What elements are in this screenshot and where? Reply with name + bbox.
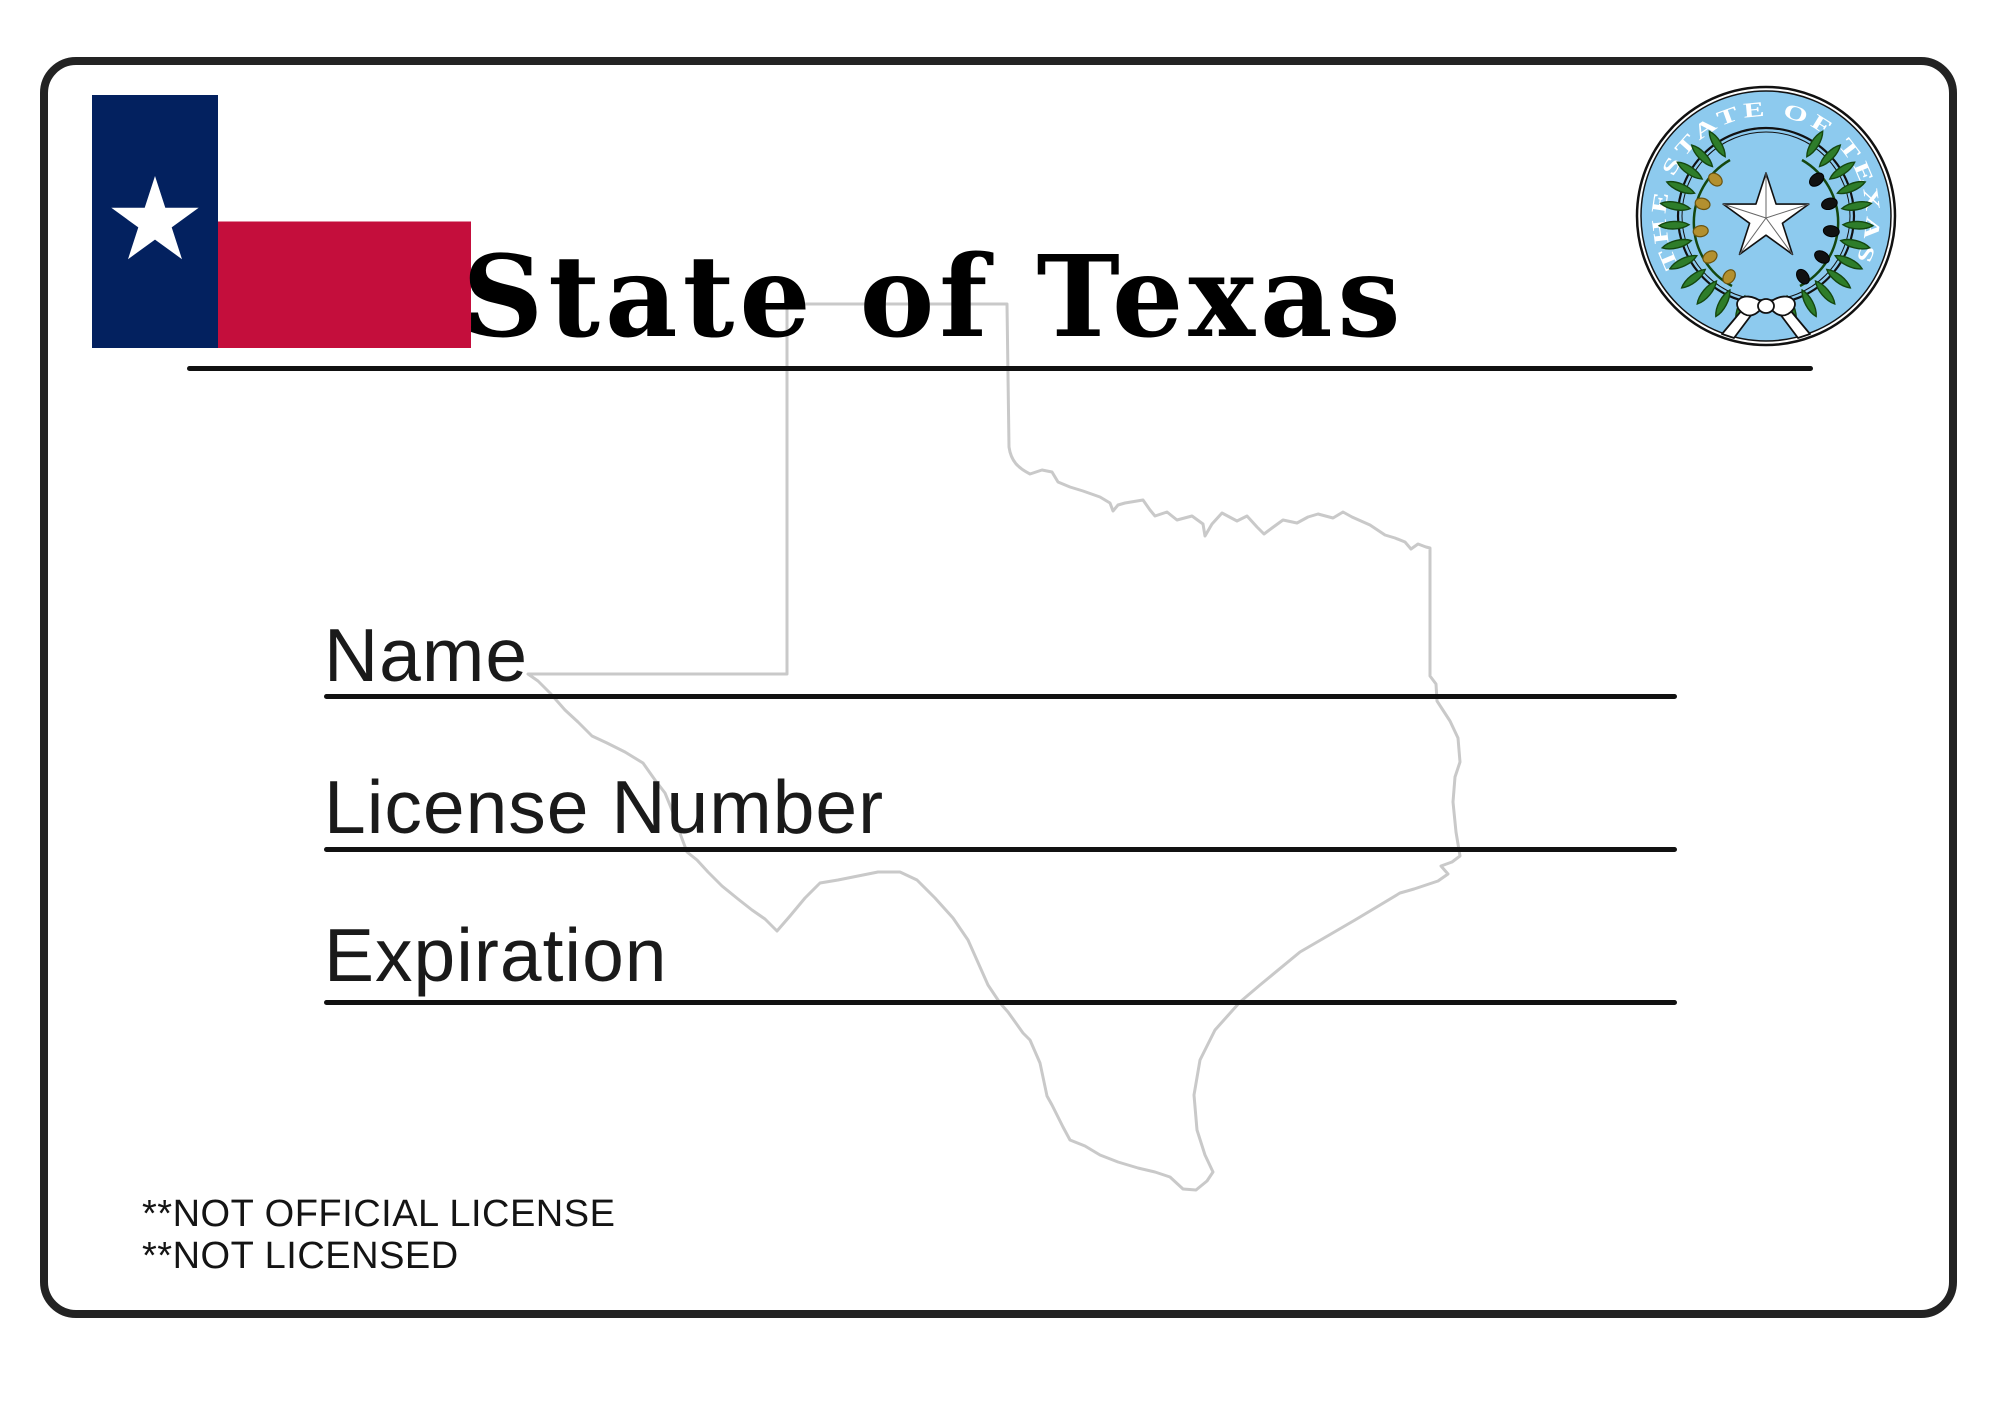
disclaimer-line-1: **NOT OFFICIAL LICENSE — [142, 1193, 616, 1235]
seal-wreath — [1658, 128, 1874, 339]
name-field-label: Name — [324, 613, 529, 697]
disclaimer-block: **NOT OFFICIAL LICENSE **NOT LICENSED — [142, 1193, 615, 1277]
wreath-acorns — [1692, 172, 1736, 285]
seal-star-icon — [1722, 172, 1810, 256]
card-border — [40, 57, 1957, 1318]
flag-red-stripe — [218, 221, 471, 348]
license-number-field-line — [324, 847, 1677, 852]
license-number-field-label: License Number — [324, 765, 885, 849]
wreath-olives — [1796, 172, 1840, 285]
texas-flag-icon — [92, 95, 471, 348]
expiration-field-line — [324, 1000, 1677, 1005]
seal-ribbon — [1721, 295, 1811, 339]
expiration-field-label: Expiration — [324, 913, 668, 997]
name-field-line — [324, 694, 1677, 699]
disclaimer-line-2: **NOT LICENSED — [142, 1235, 459, 1277]
flag-star-icon — [111, 176, 199, 260]
texas-state-seal-icon: THE STATE OF TEXAS — [1635, 85, 1897, 347]
title-divider — [187, 366, 1813, 371]
page-title: State of Texas — [462, 232, 1406, 363]
flag-white-stripe — [218, 95, 471, 222]
